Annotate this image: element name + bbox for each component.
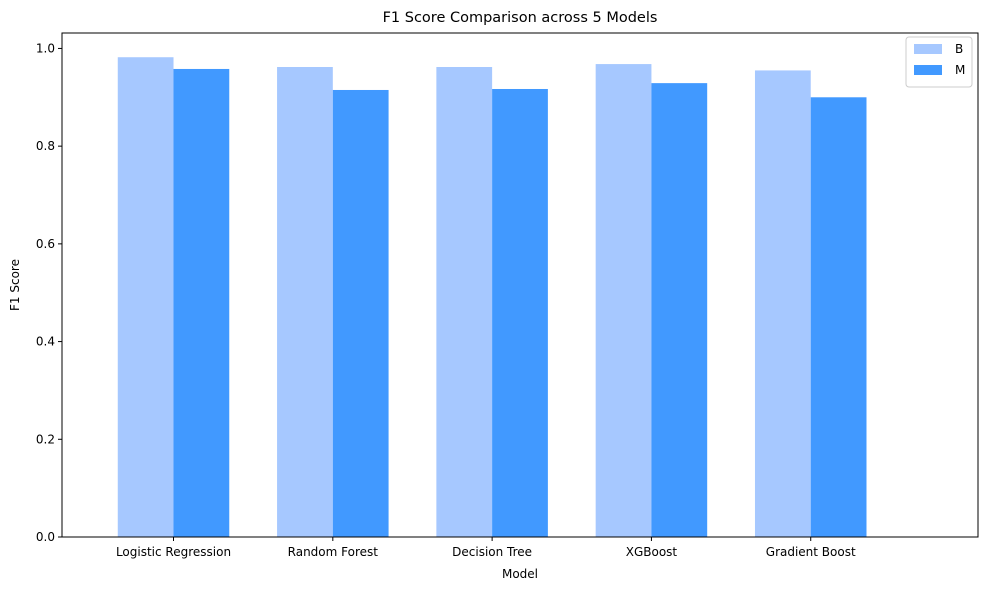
x-axis-label: Model (502, 567, 538, 581)
legend-label-b: B (955, 42, 963, 56)
bar-m-2 (492, 88, 548, 538)
bar-b-2 (436, 67, 493, 537)
legend-swatch-b (914, 44, 942, 54)
bar-m-3 (651, 83, 708, 537)
bar-m-1 (332, 89, 389, 537)
bar-b-0 (117, 57, 174, 537)
bar-m-4 (810, 97, 867, 537)
y-tick-label: 0.2 (36, 432, 55, 446)
legend: B M (905, 36, 973, 88)
bars-group (117, 57, 867, 538)
x-axis-ticks: Logistic Regression Random Forest Decision… (116, 537, 856, 559)
legend-label-m: M (955, 63, 965, 77)
x-tick-label: Random Forest (288, 545, 379, 559)
plot-frame (61, 32, 979, 538)
chart-title: F1 Score Comparison across 5 Models (383, 10, 658, 26)
bar-b-1 (277, 67, 333, 537)
bar-b-4 (754, 70, 811, 538)
bar-b-3 (595, 64, 652, 537)
bar-m-0 (173, 68, 230, 538)
y-axis-ticks: 0.0 0.2 0.4 0.6 0.8 1.0 (36, 41, 62, 544)
x-tick-label: Decision Tree (452, 545, 532, 559)
y-tick-label: 1.0 (36, 41, 55, 55)
x-tick-label: Logistic Regression (116, 545, 231, 559)
y-tick-label: 0.6 (36, 237, 55, 251)
y-axis-label: F1 Score (8, 259, 22, 311)
x-tick-label: Gradient Boost (766, 545, 856, 559)
y-tick-label: 0.8 (36, 139, 55, 153)
x-tick-label: XGBoost (626, 545, 678, 559)
y-tick-label: 0.0 (36, 530, 55, 544)
legend-swatch-m (914, 65, 942, 75)
y-tick-label: 0.4 (36, 335, 55, 349)
